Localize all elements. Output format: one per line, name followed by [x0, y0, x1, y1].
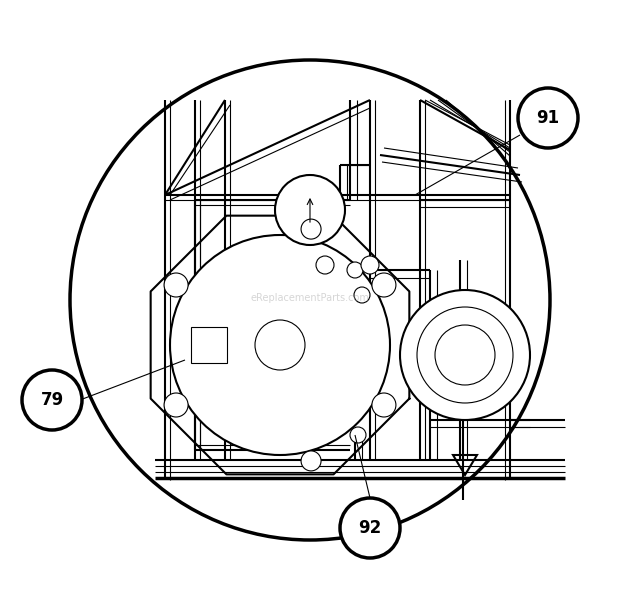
Text: 91: 91 [536, 109, 560, 127]
Circle shape [340, 498, 400, 558]
Circle shape [301, 451, 321, 471]
Circle shape [361, 256, 379, 274]
Circle shape [435, 325, 495, 385]
Circle shape [164, 273, 188, 297]
Circle shape [372, 273, 396, 297]
Circle shape [255, 320, 305, 370]
Text: eReplacementParts.com: eReplacementParts.com [250, 293, 370, 302]
Text: 79: 79 [40, 391, 64, 409]
Bar [190, 327, 226, 363]
Circle shape [301, 219, 321, 239]
Circle shape [350, 427, 366, 443]
Circle shape [70, 60, 550, 540]
Circle shape [347, 262, 363, 278]
Circle shape [400, 290, 530, 420]
Circle shape [164, 393, 188, 417]
Circle shape [354, 287, 370, 303]
Circle shape [275, 175, 345, 245]
Circle shape [170, 235, 390, 455]
Circle shape [316, 256, 334, 274]
Circle shape [518, 88, 578, 148]
Circle shape [372, 393, 396, 417]
Text: 92: 92 [358, 519, 382, 537]
Circle shape [22, 370, 82, 430]
Circle shape [417, 307, 513, 403]
